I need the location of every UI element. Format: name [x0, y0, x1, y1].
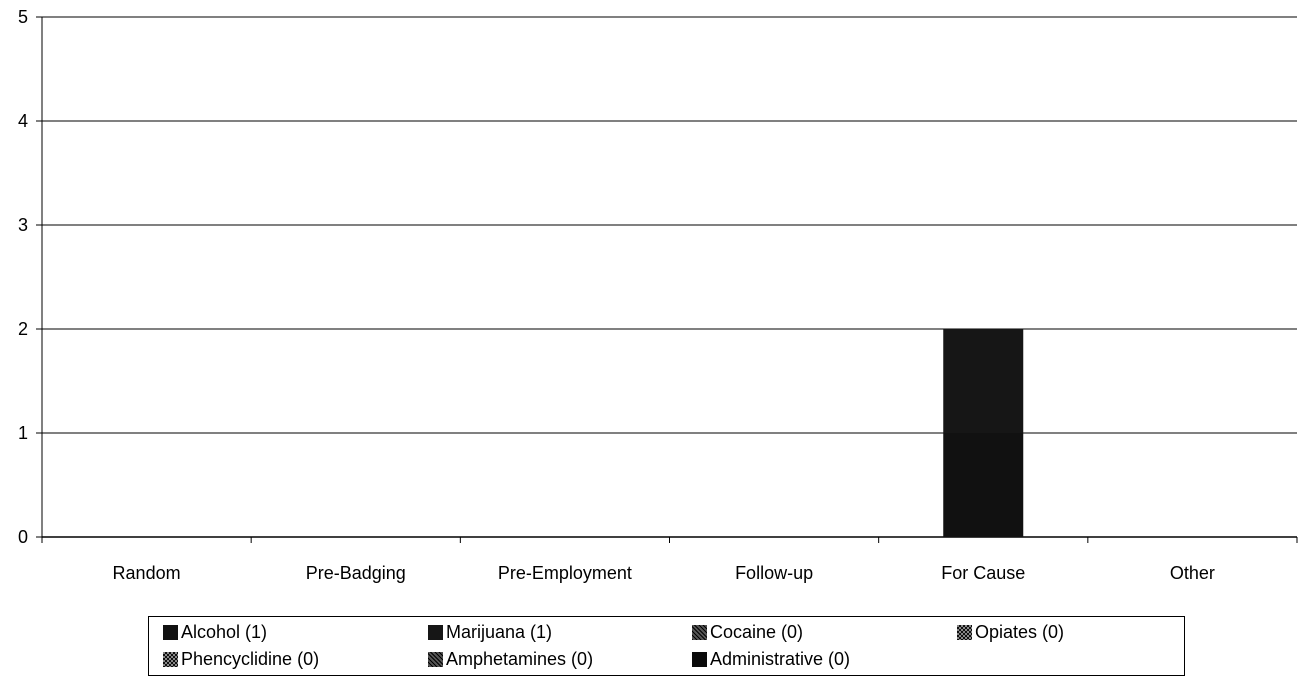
y-tick-label: 0: [18, 527, 28, 547]
gridlines: [42, 16, 1297, 434]
x-category-label: Pre-Badging: [306, 563, 406, 583]
x-category-label: For Cause: [941, 563, 1025, 583]
bars: [943, 329, 1024, 537]
x-category-label: Pre-Employment: [498, 563, 632, 583]
legend-label: Phencyclidine (0): [181, 649, 320, 669]
legend-item: Administrative (0): [692, 649, 850, 670]
y-tick-label: 1: [18, 423, 28, 443]
legend-item: Phencyclidine (0): [163, 649, 319, 670]
y-tick-label: 2: [18, 319, 28, 339]
x-category-label: Follow-up: [735, 563, 813, 583]
legend-label: Alcohol (1): [181, 622, 268, 642]
legend-item: Opiates (0): [957, 622, 1064, 643]
legend-item: Marijuana (1): [428, 622, 552, 643]
legend-item: Cocaine (0): [692, 622, 803, 643]
legend-swatch: [957, 625, 972, 640]
legend-swatch: [163, 652, 178, 667]
legend-label: Cocaine (0): [710, 622, 804, 642]
bar-chart: 0 1 2 3 4 5 Random Pre-Badging Pre-Employment Fo…: [18, 7, 1298, 583]
legend-swatch: [428, 625, 443, 640]
bar-segment: [943, 329, 1024, 433]
legend-label: Amphetamines (0): [446, 649, 594, 669]
legend-item: Amphetamines (0): [428, 649, 593, 670]
y-tick-label: 5: [18, 7, 28, 27]
x-category-label: Other: [1170, 563, 1215, 583]
legend-label: Marijuana (1): [446, 622, 553, 642]
legend-swatch: [692, 625, 707, 640]
legend-item: Alcohol (1): [163, 622, 267, 643]
y-tick-label: 4: [18, 111, 28, 131]
legend-swatch: [163, 625, 178, 640]
legend: Alcohol (1) Marijuana (1) Cocaine (0) Opiat…: [148, 616, 1185, 676]
x-category-label: Random: [113, 563, 181, 583]
y-tick-label: 3: [18, 215, 28, 235]
legend-swatch: [692, 652, 707, 667]
x-axis-category-labels: Random Pre-Badging Pre-Employment Follow-up…: [113, 563, 1215, 583]
bar-segment: [943, 433, 1024, 537]
y-axis-tick-labels: 0 1 2 3 4 5: [18, 7, 28, 547]
legend-swatch: [428, 652, 443, 667]
legend-label: Administrative (0): [710, 649, 851, 669]
legend-label: Opiates (0): [975, 622, 1065, 642]
axes: [36, 16, 1298, 543]
